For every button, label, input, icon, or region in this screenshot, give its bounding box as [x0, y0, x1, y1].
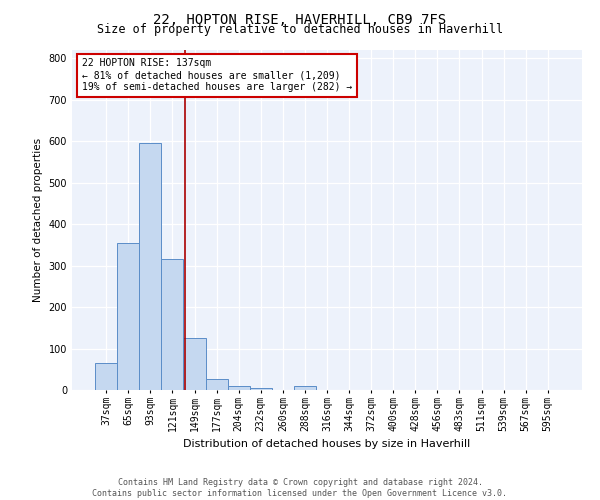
Bar — [95, 363, 117, 390]
Text: Size of property relative to detached houses in Haverhill: Size of property relative to detached ho… — [97, 22, 503, 36]
Bar — [227, 386, 250, 390]
Y-axis label: Number of detached properties: Number of detached properties — [33, 138, 43, 302]
Bar — [117, 243, 139, 390]
Bar — [250, 388, 272, 390]
Bar — [206, 379, 227, 390]
Text: 22 HOPTON RISE: 137sqm
← 81% of detached houses are smaller (1,209)
19% of semi-: 22 HOPTON RISE: 137sqm ← 81% of detached… — [82, 58, 352, 92]
Bar — [184, 338, 206, 390]
X-axis label: Distribution of detached houses by size in Haverhill: Distribution of detached houses by size … — [184, 439, 470, 449]
Bar — [294, 386, 316, 390]
Text: Contains HM Land Registry data © Crown copyright and database right 2024.
Contai: Contains HM Land Registry data © Crown c… — [92, 478, 508, 498]
Text: 22, HOPTON RISE, HAVERHILL, CB9 7FS: 22, HOPTON RISE, HAVERHILL, CB9 7FS — [154, 12, 446, 26]
Bar — [161, 260, 184, 390]
Bar — [139, 144, 161, 390]
